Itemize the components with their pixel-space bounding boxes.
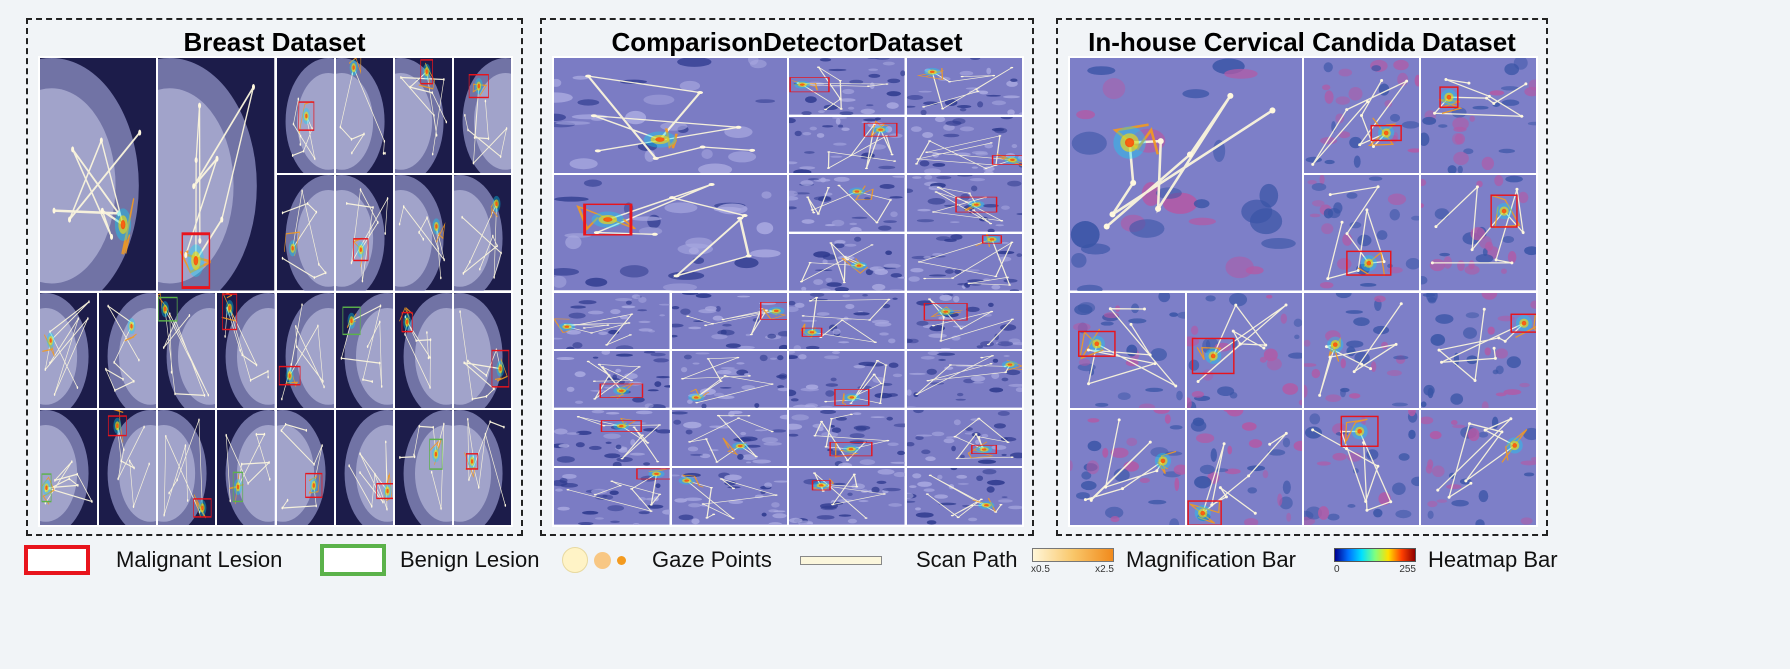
cervical-image-grid xyxy=(1068,56,1538,527)
thumbnail-image xyxy=(906,409,1022,467)
legend-magnification: x0.5 x2.5 Magnification Bar xyxy=(1031,538,1296,582)
thumbnail-image xyxy=(671,409,787,467)
legend-heatmap: 0 255 Heatmap Bar xyxy=(1334,538,1558,582)
thumbnail-image xyxy=(1304,409,1419,525)
thumbnail-image xyxy=(335,175,393,291)
thumbnail-image xyxy=(1304,58,1419,174)
thumbnail-image xyxy=(276,58,334,174)
thumbnail-image xyxy=(217,409,275,525)
legend-malignant: Malignant Lesion xyxy=(24,538,282,582)
thumbnail-image xyxy=(789,175,905,232)
thumbnail-image xyxy=(906,58,1022,115)
thumbnail-image xyxy=(1070,292,1185,408)
thumbnail-image xyxy=(789,351,905,408)
thumbnail-image xyxy=(1304,175,1419,291)
thumbnail-image xyxy=(554,58,787,174)
thumbnail-image xyxy=(554,409,670,467)
thumbnail-image xyxy=(671,351,787,408)
legend-benign: Benign Lesion xyxy=(320,538,539,582)
thumbnail-image xyxy=(1421,175,1536,291)
thumbnail-image xyxy=(1421,292,1536,408)
thumbnail-image xyxy=(453,58,511,174)
thumbnail-image xyxy=(1187,292,1302,408)
thumbnail-image xyxy=(276,175,334,291)
comparison-detector-panel: ComparisonDetectorDataset xyxy=(540,18,1034,536)
thumbnail-image xyxy=(394,409,452,525)
thumbnail-image xyxy=(453,409,511,525)
thumbnail-image xyxy=(906,468,1022,525)
thumbnail-image xyxy=(158,409,216,525)
thumbnail-image xyxy=(40,292,98,408)
thumbnail-image xyxy=(671,468,787,525)
magnification-bar: x0.5 x2.5 xyxy=(1031,542,1114,578)
thumbnail-image xyxy=(276,292,334,408)
thumbnail-image xyxy=(906,175,1022,232)
thumbnail-image xyxy=(394,292,452,408)
thumbnail-image xyxy=(906,116,1022,174)
legend-gaze: Gaze Points xyxy=(562,538,772,582)
thumbnail-image xyxy=(335,58,393,174)
heat-max-label: 255 xyxy=(1399,564,1416,575)
thumbnail-image xyxy=(789,233,905,291)
thumbnail-image xyxy=(453,175,511,291)
cervical-candida-panel: In-house Cervical Candida Dataset xyxy=(1056,18,1548,536)
thumbnail-image xyxy=(1421,58,1536,174)
panel-title: In-house Cervical Candida Dataset xyxy=(1088,27,1516,57)
thumbnail-image xyxy=(158,292,216,408)
thumbnail-image xyxy=(906,351,1022,408)
legend-label: Gaze Points xyxy=(652,547,772,572)
panel-title: Breast Dataset xyxy=(183,27,366,57)
breast-image-grid xyxy=(38,56,513,527)
thumbnail-image xyxy=(1421,409,1536,525)
legend-label: Magnification Bar xyxy=(1126,547,1296,572)
legend-label: Heatmap Bar xyxy=(1428,547,1558,572)
malignant-swatch xyxy=(24,545,90,575)
thumbnail-image xyxy=(1187,409,1302,525)
heatmap-bar: 0 255 xyxy=(1334,542,1416,578)
thumbnail-image xyxy=(40,409,98,525)
mag-min-label: x0.5 xyxy=(1031,564,1050,575)
legend-label: Malignant Lesion xyxy=(116,547,283,572)
thumbnail-image xyxy=(554,292,670,350)
thumbnail-image xyxy=(789,409,905,467)
thumbnail-image xyxy=(276,409,334,525)
pap-image-grid xyxy=(552,56,1024,527)
scan-path-swatch xyxy=(800,555,882,565)
heat-min-label: 0 xyxy=(1334,564,1340,575)
thumbnail-image xyxy=(1070,409,1185,525)
breast-dataset-panel: Breast Dataset xyxy=(26,18,523,536)
thumbnail-image xyxy=(671,292,787,350)
thumbnail-image xyxy=(217,292,275,408)
thumbnail-image xyxy=(394,58,452,174)
thumbnail-image xyxy=(453,292,511,408)
thumbnail-image xyxy=(158,58,275,291)
thumbnail-image xyxy=(789,468,905,525)
thumbnail-image xyxy=(554,175,787,291)
thumbnail-image xyxy=(789,292,905,350)
thumbnail-image xyxy=(99,292,157,408)
legend: Malignant Lesion Benign Lesion Gaze Poin… xyxy=(0,538,1790,582)
thumbnail-image xyxy=(789,58,905,115)
thumbnail-image xyxy=(1070,58,1302,291)
thumbnail-image xyxy=(789,116,905,174)
mag-max-label: x2.5 xyxy=(1095,564,1114,575)
legend-scan: Scan Path xyxy=(800,538,1018,582)
legend-label: Benign Lesion xyxy=(400,547,540,572)
thumbnail-image xyxy=(335,292,393,408)
thumbnail-image xyxy=(554,468,670,525)
thumbnail-image xyxy=(554,351,670,408)
thumbnail-image xyxy=(906,292,1022,350)
thumbnail-image xyxy=(40,58,157,291)
gaze-points-icon xyxy=(562,547,632,573)
legend-label: Scan Path xyxy=(916,547,1018,572)
thumbnail-image xyxy=(906,233,1022,291)
thumbnail-image xyxy=(1304,292,1419,408)
thumbnail-image xyxy=(335,409,393,525)
panel-title: ComparisonDetectorDataset xyxy=(611,27,963,57)
thumbnail-image xyxy=(394,175,452,291)
thumbnail-image xyxy=(99,409,157,525)
benign-swatch xyxy=(320,544,386,576)
